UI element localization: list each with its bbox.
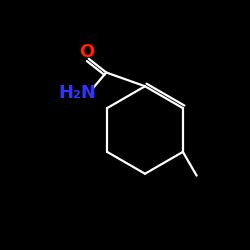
Text: H₂N: H₂N	[58, 84, 96, 102]
Text: O: O	[80, 43, 94, 61]
